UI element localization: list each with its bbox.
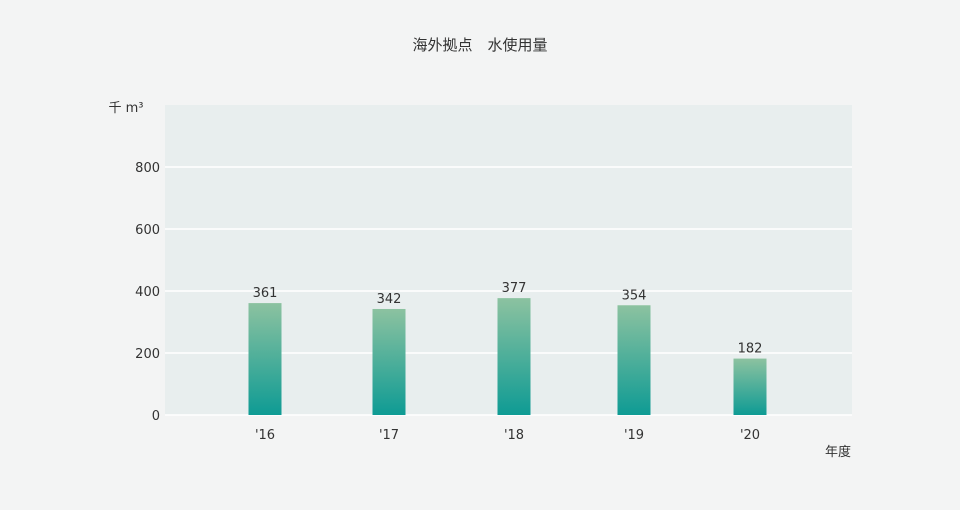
- data-label: 377: [502, 281, 527, 296]
- data-label: 342: [377, 292, 402, 307]
- x-tick-label: '20: [740, 428, 760, 443]
- data-label: 182: [738, 342, 763, 357]
- bar: [372, 308, 406, 415]
- data-label: 354: [622, 288, 647, 303]
- data-label: 361: [253, 286, 278, 301]
- y-tick-label: 200: [135, 347, 160, 362]
- y-tick-label: 600: [135, 223, 160, 238]
- y-tick-label: 400: [135, 285, 160, 300]
- chart-title: 海外拠点 水使用量: [412, 36, 548, 54]
- y-tick-label: 800: [135, 161, 160, 176]
- bar: [497, 298, 531, 415]
- y-axis-label: 千 m³: [108, 101, 143, 116]
- x-tick-label: '16: [255, 428, 275, 443]
- x-tick-label: '19: [624, 428, 644, 443]
- x-tick-label: '18: [504, 428, 524, 443]
- x-tick-label: '17: [379, 428, 399, 443]
- bar: [733, 358, 767, 415]
- y-tick-label: 0: [152, 409, 160, 424]
- x-axis-label: 年度: [825, 444, 851, 460]
- bar: [248, 303, 282, 415]
- bar: [617, 305, 651, 415]
